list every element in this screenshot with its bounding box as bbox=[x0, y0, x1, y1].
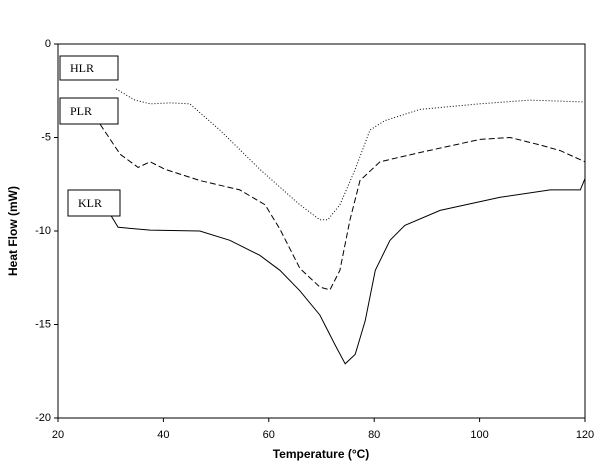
series-line bbox=[99, 124, 586, 291]
series-label: HLR bbox=[70, 61, 94, 75]
series-line bbox=[115, 88, 586, 221]
y-tick-label: -5 bbox=[41, 131, 51, 143]
x-tick-label: 40 bbox=[157, 429, 169, 441]
series-label-box bbox=[67, 189, 121, 217]
x-tick-label: 120 bbox=[576, 429, 594, 441]
plot-frame bbox=[57, 43, 586, 419]
series-label-box bbox=[59, 97, 119, 125]
x-tick-label: 60 bbox=[263, 429, 275, 441]
y-tick-label: -20 bbox=[35, 412, 51, 424]
y-tick-label: 0 bbox=[45, 38, 51, 50]
x-tick-label: 80 bbox=[368, 429, 380, 441]
series-line bbox=[109, 178, 586, 365]
x-tick-label: 20 bbox=[52, 429, 64, 441]
x-tick-label: 100 bbox=[470, 429, 488, 441]
y-tick-label: -10 bbox=[35, 225, 51, 237]
series-label: PLR bbox=[70, 104, 92, 118]
y-axis-title: Heat Flow (mW) bbox=[6, 186, 20, 276]
x-axis-title: Temperature (°C) bbox=[273, 447, 370, 461]
y-tick-label: -15 bbox=[35, 318, 51, 330]
series-label: KLR bbox=[78, 196, 102, 210]
series-label-box bbox=[59, 55, 119, 81]
